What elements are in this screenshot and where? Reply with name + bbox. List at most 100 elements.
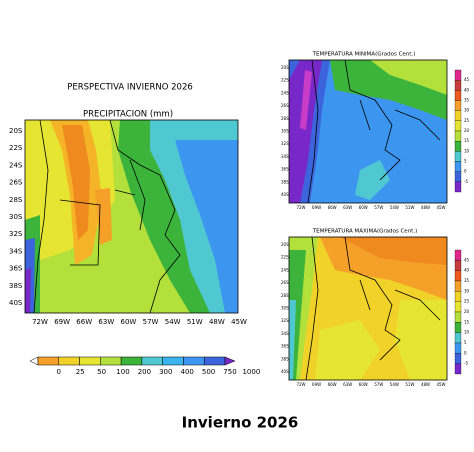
- colorbar-swatch: [454, 311, 462, 323]
- colorbar-label: 40: [464, 268, 470, 273]
- lat-label: 30S: [9, 213, 23, 221]
- colorbar-end: [224, 356, 236, 366]
- lat-label: 40S: [9, 299, 23, 307]
- colorbar-swatch: [162, 356, 184, 366]
- lat-label: 28S: [9, 196, 23, 204]
- lat-label: 20S: [9, 127, 23, 135]
- tmin-frame: [288, 59, 448, 204]
- colorbar-label: 100: [116, 368, 129, 376]
- colorbar-label: 200: [138, 368, 151, 376]
- lon-label: 48W: [421, 205, 430, 210]
- lat-label: 36S: [281, 167, 289, 172]
- tmin-lon-axis: 72W 69W 66W 63W 60W 57W 54W 51W 48W 45W: [296, 205, 445, 210]
- lon-label: 72W: [296, 382, 305, 387]
- precip-lon-axis: 72W 69W 66W 63W 60W 57W 54W 51W 48W 45W: [32, 318, 247, 326]
- lon-label: 45W: [436, 205, 445, 210]
- precip-frame: [24, 119, 239, 314]
- colorbar-label: 25: [464, 299, 470, 304]
- lat-label: 34S: [281, 331, 289, 336]
- lat-label: 28S: [281, 116, 289, 121]
- colorbar-label: 45: [464, 77, 470, 82]
- colorbar-swatch: [454, 141, 462, 152]
- lon-label: 69W: [312, 382, 321, 387]
- precip-lat-axis: 20S 22S 24S 26S 28S 30S 32S 34S 36S 38S 40S: [9, 127, 23, 307]
- lat-label: 32S: [281, 318, 289, 323]
- colorbar-swatch: [454, 80, 462, 91]
- colorbar-label: 20: [464, 309, 470, 314]
- tmax-map: [289, 237, 447, 380]
- colorbar-label: 35: [464, 98, 470, 103]
- colorbar-label: 300: [159, 368, 172, 376]
- colorbar-swatch: [454, 110, 462, 121]
- lat-label: 22S: [9, 144, 23, 152]
- colorbar-label: 15: [464, 138, 470, 143]
- lon-label: 57W: [143, 318, 159, 326]
- colorbar-swatch: [454, 301, 462, 313]
- precip-colorbar: 0 25 50 100 200 300 400 500 750 1000: [29, 356, 260, 376]
- lat-label: 24S: [281, 90, 289, 95]
- lon-label: 51W: [405, 205, 414, 210]
- lat-label: 24S: [9, 161, 23, 169]
- lon-label: 54W: [390, 205, 399, 210]
- colorbar-swatch: [454, 69, 462, 81]
- precip-map: [25, 120, 238, 313]
- lon-label: 63W: [98, 318, 114, 326]
- lat-label: 30S: [281, 306, 289, 311]
- colorbar-label: 400: [180, 368, 193, 376]
- lat-label: 26S: [281, 103, 289, 108]
- colorbar-label: 35: [464, 278, 470, 283]
- lat-label: 32S: [9, 230, 23, 238]
- colorbar-swatch: [141, 356, 163, 366]
- lon-label: 57W: [374, 382, 383, 387]
- colorbar-label: -5: [464, 361, 468, 366]
- lat-label: 20S: [281, 242, 289, 247]
- tmin-colorbar: 45 40 35 30 25 20 15 10 5 0 -5: [454, 69, 470, 193]
- tmax-colorbar: 45 40 35 30 25 20 15 10 5 0 -5: [454, 249, 470, 375]
- colorbar-label: 5: [464, 159, 467, 164]
- colorbar-swatch: [454, 181, 462, 193]
- tmin-title: TEMPERATURA MINIMA(Grados Cent.): [312, 52, 416, 58]
- lon-label: 66W: [76, 318, 92, 326]
- colorbar-swatch: [454, 332, 462, 344]
- colorbar-swatch: [37, 356, 60, 366]
- lon-label: 45W: [436, 382, 445, 387]
- lat-label: 34S: [9, 247, 23, 255]
- colorbar-label: 10: [464, 148, 470, 153]
- colorbar-swatch: [120, 356, 143, 366]
- tmin-lat-axis: 20S 22S 24S 26S 28S 30S 32S 34S 36S 38S 40S: [281, 65, 289, 197]
- colorbar-swatch: [454, 120, 462, 132]
- colorbar-label: 0: [464, 169, 467, 174]
- lon-label: 45W: [231, 318, 247, 326]
- colorbar-swatch: [454, 291, 462, 302]
- colorbar-label: 30: [464, 288, 470, 293]
- colorbar-swatch: [203, 356, 226, 366]
- lat-label: 20S: [281, 65, 289, 70]
- colorbar-label: 25: [464, 118, 470, 123]
- colorbar-label: 0: [57, 368, 61, 376]
- lat-label: 38S: [281, 179, 289, 184]
- colorbar-label: 50: [97, 368, 106, 376]
- colorbar-swatch: [454, 363, 462, 375]
- colorbar-label: 25: [76, 368, 85, 376]
- lon-label: 63W: [343, 382, 352, 387]
- lat-label: 32S: [281, 141, 289, 146]
- colorbar-swatch: [454, 342, 462, 354]
- lat-label: 26S: [281, 280, 289, 285]
- colorbar-label: 0: [464, 350, 467, 355]
- lon-label: 63W: [343, 205, 352, 210]
- tmax-frame: [288, 236, 448, 381]
- lat-label: 24S: [281, 267, 289, 272]
- lon-label: 54W: [165, 318, 181, 326]
- colorbar-swatch: [454, 90, 462, 101]
- lat-label: 28S: [281, 293, 289, 298]
- colorbar-label: 10: [464, 330, 470, 335]
- lat-label: 40S: [281, 369, 289, 374]
- colorbar-swatch: [454, 353, 462, 364]
- lon-label: 57W: [374, 205, 383, 210]
- colorbar-swatch: [454, 161, 462, 172]
- colorbar-swatch: [58, 356, 80, 366]
- lon-label: 48W: [421, 382, 430, 387]
- colorbar-swatch: [454, 280, 462, 292]
- lat-label: 22S: [281, 255, 289, 260]
- lon-label: 69W: [54, 318, 70, 326]
